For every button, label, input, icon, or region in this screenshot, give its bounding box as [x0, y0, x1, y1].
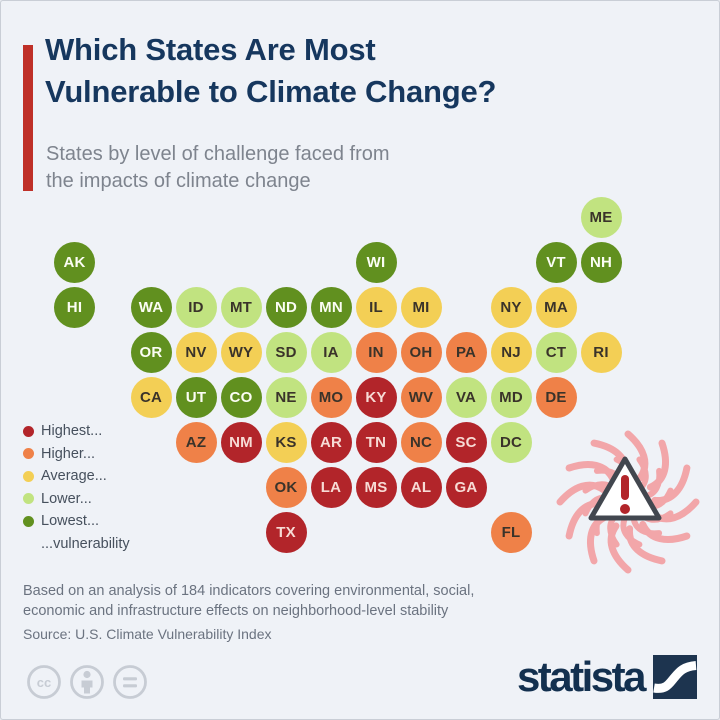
legend-item-lower: Lower... — [23, 488, 130, 511]
svg-text:cc: cc — [37, 675, 51, 690]
state-tile-id: ID — [175, 286, 217, 328]
title-accent-bar — [23, 45, 33, 191]
state-tile-md: MD — [490, 376, 532, 418]
creative-commons-license-icons: cc — [27, 665, 147, 699]
state-tile-ri: RI — [580, 331, 622, 373]
state-tile-nh: NH — [580, 241, 622, 283]
state-tile-ca: CA — [130, 376, 172, 418]
state-tile-ms: MS — [355, 466, 397, 508]
page-title: Which States Are Most Vulnerable to Clim… — [45, 32, 497, 109]
state-tile-wa: WA — [130, 286, 172, 328]
state-tile-az: AZ — [175, 421, 217, 463]
state-tile-ky: KY — [355, 376, 397, 418]
state-tile-ut: UT — [175, 376, 217, 418]
state-tile-tx: TX — [265, 511, 307, 553]
state-tile-la: LA — [310, 466, 352, 508]
legend-dot-average — [23, 470, 34, 482]
legend-item-highest: Highest... — [23, 420, 130, 443]
state-tile-va: VA — [445, 376, 487, 418]
state-tile-ma: MA — [535, 286, 577, 328]
state-tile-il: IL — [355, 286, 397, 328]
legend-item-higher: Higher... — [23, 443, 130, 466]
state-tile-ny: NY — [490, 286, 532, 328]
state-tile-ak: AK — [54, 241, 95, 283]
state-tile-wi: WI — [355, 241, 397, 283]
statista-branding: statista — [517, 653, 697, 701]
state-tile-de: DE — [535, 376, 577, 418]
state-tile-al: AL — [400, 466, 442, 508]
state-tile-nm: NM — [220, 421, 262, 463]
legend-dot-lowest — [23, 515, 34, 527]
legend-item-lowest: Lowest... — [23, 510, 130, 533]
state-tile-vt: VT — [535, 241, 577, 283]
state-tile-hi: HI — [54, 286, 95, 328]
state-tile-wy: WY — [220, 331, 262, 373]
statista-wordmark: statista — [516, 653, 647, 700]
state-tile-pa: PA — [445, 331, 487, 373]
page-subtitle: States by level of challenge faced from … — [46, 143, 390, 192]
state-tile-nd: ND — [265, 286, 307, 328]
attribution-icon — [70, 665, 104, 699]
footnote: Based on an analysis of 184 indicators c… — [23, 583, 475, 619]
legend-label-lowest: Lowest... — [41, 513, 100, 530]
legend-dot-highest — [23, 425, 34, 437]
state-tile-nc: NC — [400, 421, 442, 463]
legend-dot-higher — [23, 448, 34, 460]
equals-icon — [113, 665, 147, 699]
source-line: Source: U.S. Climate Vulnerability Index — [23, 626, 272, 642]
state-tile-sd: SD — [265, 331, 307, 373]
state-tile-ia: IA — [310, 331, 352, 373]
statista-logo-icon — [653, 655, 697, 699]
legend-item-average: Average... — [23, 465, 130, 488]
state-tile-mi: MI — [400, 286, 442, 328]
legend-label-average: Average... — [41, 468, 107, 485]
legend-label-highest: Highest... — [41, 423, 103, 440]
state-tile-ne: NE — [265, 376, 307, 418]
state-tile-in: IN — [355, 331, 397, 373]
legend: Highest... Higher... Average... Lower... Low… — [23, 420, 130, 555]
warning-triangle-icon — [588, 456, 662, 521]
state-tile-nv: NV — [175, 331, 217, 373]
state-tile-ar: AR — [310, 421, 352, 463]
state-tile-ks: KS — [265, 421, 307, 463]
cc-icon — [27, 665, 61, 699]
state-tile-mt: MT — [220, 286, 262, 328]
state-tile-co: CO — [220, 376, 262, 418]
legend-suffix: ...vulnerability — [41, 535, 130, 552]
state-tile-mo: MO — [310, 376, 352, 418]
state-tile-oh: OH — [400, 331, 442, 373]
legend-label-lower: Lower... — [41, 490, 92, 507]
state-tile-wv: WV — [400, 376, 442, 418]
state-tile-or: OR — [130, 331, 172, 373]
state-tile-fl: FL — [490, 511, 532, 553]
state-tile-me: ME — [580, 196, 622, 238]
state-tile-ct: CT — [535, 331, 577, 373]
hurricane-warning-icon — [556, 430, 700, 574]
state-tile-ga: GA — [445, 466, 487, 508]
state-tile-sc: SC — [445, 421, 487, 463]
state-tile-ok: OK — [265, 466, 307, 508]
legend-label-higher: Higher... — [41, 445, 95, 462]
state-tile-tn: TN — [355, 421, 397, 463]
state-tile-mn: MN — [310, 286, 352, 328]
legend-items: Highest... Higher... Average... Lower... Low… — [23, 420, 130, 533]
state-tile-dc: DC — [490, 421, 532, 463]
legend-dot-lower — [23, 493, 34, 505]
state-tile-nj: NJ — [490, 331, 532, 373]
